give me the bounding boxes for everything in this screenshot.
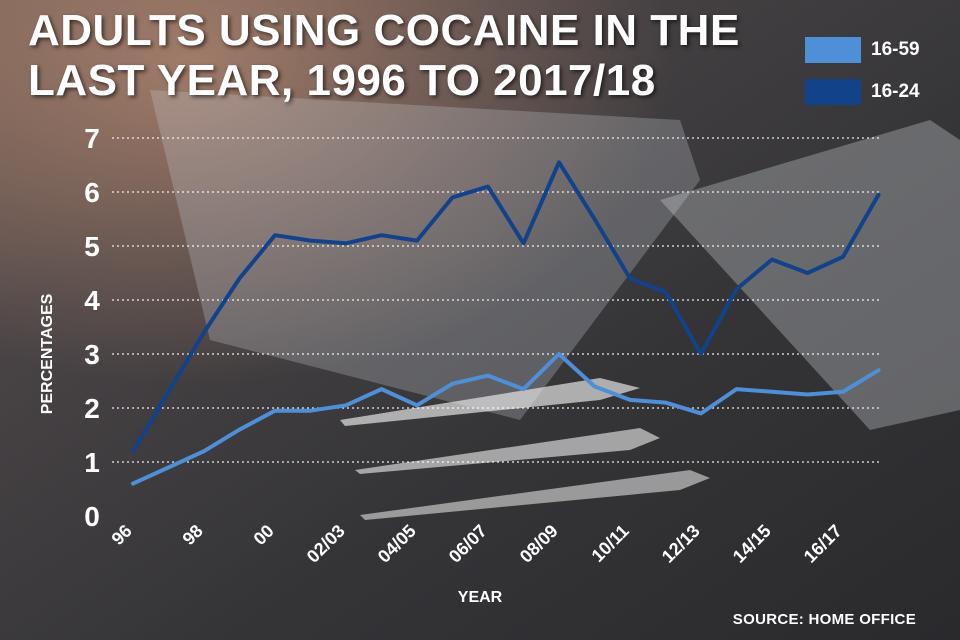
- y-tick-label: 0: [84, 501, 100, 532]
- series-line-16-59: [131, 352, 881, 486]
- x-tick-label: 02/03: [303, 521, 349, 567]
- x-tick-label: 16/17: [800, 521, 846, 567]
- y-axis-label: PERCENTAGES: [39, 293, 56, 414]
- y-tick-label: 2: [84, 393, 100, 424]
- x-tick-label: 10/11: [588, 521, 633, 566]
- y-tick-label: 7: [84, 123, 100, 154]
- legend-label-16-24: 16-24: [871, 81, 920, 102]
- legend: 16-59 16-24: [805, 36, 955, 120]
- grid-lines: [112, 137, 880, 463]
- x-axis-label: YEAR: [458, 589, 503, 606]
- y-tick-label: 6: [84, 177, 100, 208]
- x-tick-label: 00: [250, 521, 278, 549]
- legend-swatch-16-24: [805, 79, 861, 105]
- y-tick-label: 5: [84, 231, 100, 262]
- legend-label-16-59: 16-59: [871, 39, 920, 60]
- chart-title: Adults using cocaine in the last year, 1…: [28, 6, 740, 105]
- x-tick-label: 98: [179, 521, 207, 549]
- x-tick-label: 12/13: [658, 521, 704, 567]
- y-tick-label: 1: [84, 447, 100, 478]
- series-line-16-24: [131, 160, 881, 454]
- y-tick-label: 3: [84, 339, 100, 370]
- legend-item-16-24: 16-24: [805, 78, 955, 106]
- x-tick-label: 14/15: [729, 521, 775, 567]
- x-tick-label: 04/05: [374, 521, 420, 567]
- legend-swatch-16-59: [805, 37, 861, 63]
- x-tick-label: 08/09: [516, 521, 562, 567]
- source-credit: SOURCE: HOME OFFICE: [732, 611, 916, 628]
- y-tick-label: 4: [84, 285, 100, 316]
- x-tick-label: 96: [108, 521, 136, 549]
- series-lines: [131, 160, 881, 486]
- y-axis-ticks: 0 1 2 3 4 5 6 7: [84, 123, 100, 532]
- x-tick-label: 06/07: [445, 521, 491, 567]
- legend-item-16-59: 16-59: [805, 36, 955, 64]
- x-axis-ticks: 96 98 00 02/03 04/05 06/07 08/09 10/11 12/13 14/1…: [108, 521, 846, 567]
